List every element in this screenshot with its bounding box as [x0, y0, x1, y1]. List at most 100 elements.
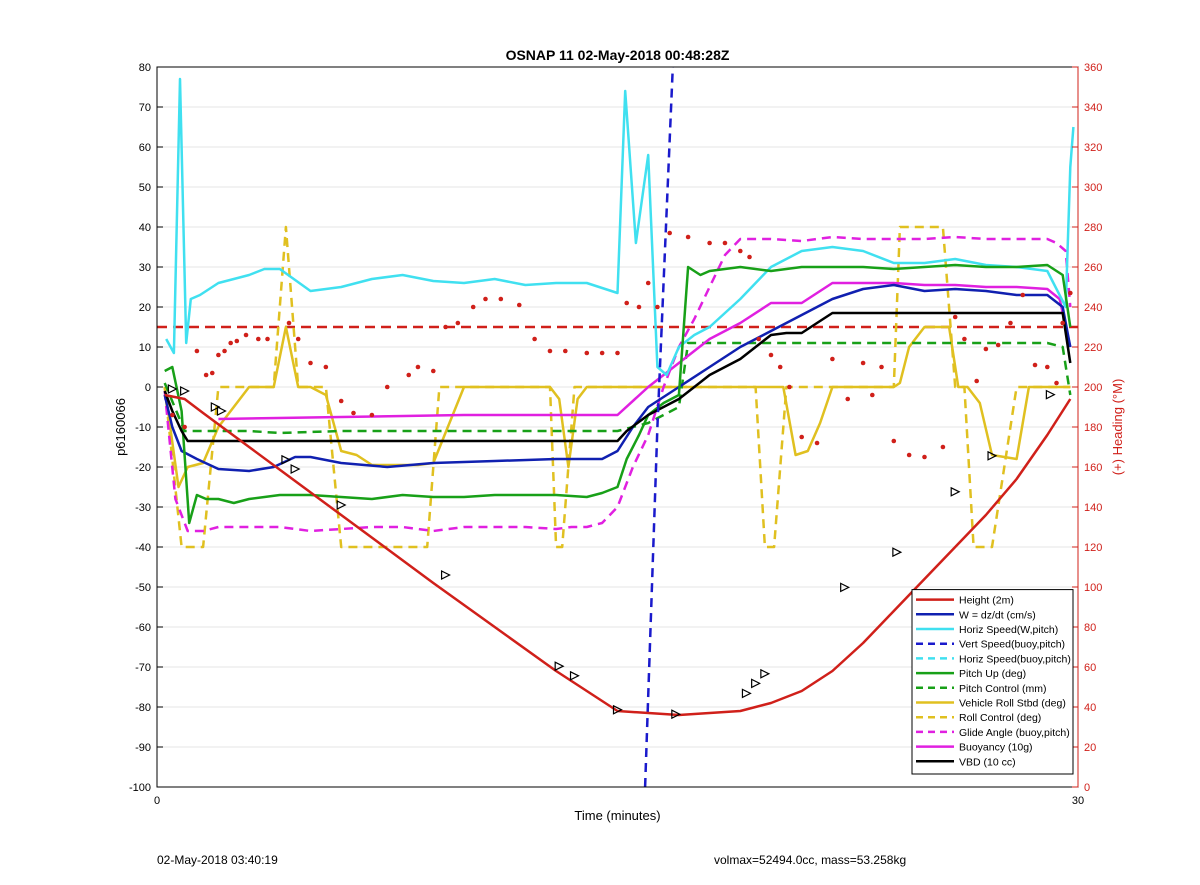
heading-point [667, 230, 672, 236]
heading-point [547, 348, 553, 354]
y-tick-label: -100 [129, 782, 151, 794]
y-tick-label: 40 [139, 222, 151, 234]
heading-point [747, 254, 752, 260]
heading-point [845, 396, 851, 402]
y-tick-label: -60 [135, 622, 151, 634]
heading-point [1054, 380, 1059, 386]
x-axis-label: Time (minutes) [574, 808, 660, 823]
heading-point [962, 336, 967, 342]
legend-label: VBD (10 cc) [959, 756, 1016, 768]
heading-point [655, 304, 660, 310]
heading-point [995, 342, 1001, 348]
y2-tick-label: 80 [1084, 622, 1096, 634]
heading-point [707, 240, 712, 246]
heading-point [384, 384, 390, 390]
y-tick-label: -30 [135, 502, 151, 514]
legend-label: Buoyancy (10g) [959, 742, 1033, 754]
y2-tick-label: 60 [1084, 662, 1096, 674]
heading-point [443, 324, 448, 330]
legend-label: Vehicle Roll Stbd (deg) [959, 698, 1066, 710]
height-marker [167, 384, 178, 394]
y-tick-label: -80 [135, 702, 151, 714]
footer-vehicle-params: volmax=52494.0cc, mass=53.258kg [714, 853, 907, 867]
heading-point [351, 410, 356, 416]
heading-point [777, 364, 783, 370]
y-tick-label: -70 [135, 662, 151, 674]
height-marker [440, 570, 451, 580]
heading-point [814, 440, 820, 446]
y2-tick-label: 180 [1084, 422, 1102, 434]
heading-point [323, 364, 329, 370]
heading-point [1008, 320, 1013, 326]
heading-point [228, 340, 233, 346]
height-marker [569, 670, 580, 681]
heading-point [483, 296, 488, 302]
y-tick-label: -90 [135, 742, 151, 754]
series-line-roll [163, 325, 1071, 489]
heading-point [599, 350, 605, 356]
y2-tick-label: 140 [1084, 502, 1102, 514]
series-line-vbd [163, 311, 1072, 443]
y2-tick-label: 320 [1084, 142, 1102, 154]
heading-point [431, 368, 436, 374]
series-line-buoyancy [218, 281, 1072, 421]
heading-point [922, 454, 927, 460]
y2-axis-label: (+) Heading (°M) [1110, 379, 1125, 476]
series-line-horiz_w [165, 77, 1075, 377]
y-tick-label: 0 [145, 382, 151, 394]
x-tick-label: 0 [154, 795, 160, 807]
heading-point [470, 304, 476, 310]
heading-point [203, 372, 209, 378]
heading-point [940, 444, 946, 450]
y-tick-label: 50 [139, 182, 151, 194]
heading-point [222, 348, 227, 354]
y-tick-label: 80 [139, 62, 151, 74]
heading-point [645, 280, 651, 286]
legend-label: Height (2m) [959, 595, 1014, 607]
legend-box [911, 589, 1074, 775]
heading-point [1068, 290, 1073, 296]
heading-point [1045, 364, 1050, 370]
y2-tick-label: 220 [1084, 342, 1102, 354]
y-tick-label: -50 [135, 582, 151, 594]
height-marker [554, 661, 565, 672]
height-marker [751, 678, 761, 689]
series-line-height [164, 393, 1072, 717]
heading-point [768, 352, 774, 358]
heading-point [170, 412, 175, 418]
y2-tick-label: 40 [1084, 702, 1096, 714]
heading-point [722, 240, 728, 246]
y2-tick-label: 0 [1084, 782, 1090, 794]
series-line-glide [163, 235, 1072, 533]
legend-label: Glide Angle (buoy,pitch) [959, 727, 1070, 739]
heading-point [286, 320, 292, 326]
legend-label: Roll Control (deg) [959, 712, 1041, 724]
chart-title: OSNAP 11 02-May-2018 00:48:28Z [506, 47, 730, 63]
height-marker [760, 668, 771, 679]
height-marker [892, 547, 903, 558]
y2-tick-label: 360 [1084, 62, 1102, 74]
heading-point [615, 350, 620, 356]
y-tick-label: 10 [139, 342, 151, 354]
heading-point [532, 336, 537, 342]
heading-point [891, 438, 897, 444]
series-line-vert_buoy [643, 66, 675, 788]
y2-tick-label: 100 [1084, 582, 1102, 594]
heading-point [455, 320, 461, 326]
y2-tick-label: 260 [1084, 262, 1102, 274]
y-axis-label: p6160066 [113, 398, 128, 456]
grid-lines [157, 66, 1078, 788]
y-tick-label: -20 [135, 462, 151, 474]
heading-point [406, 372, 412, 378]
height-marker [180, 386, 190, 396]
heading-point [265, 336, 270, 342]
y-tick-label: -10 [135, 422, 151, 434]
heading-point [830, 356, 835, 362]
y2-tick-label: 20 [1084, 742, 1096, 754]
y2-tick-label: 340 [1084, 102, 1102, 114]
heading-point [983, 346, 989, 352]
series-line-pitch_up [164, 263, 1072, 525]
heading-point [906, 452, 912, 458]
y-tick-label: 30 [139, 262, 151, 274]
